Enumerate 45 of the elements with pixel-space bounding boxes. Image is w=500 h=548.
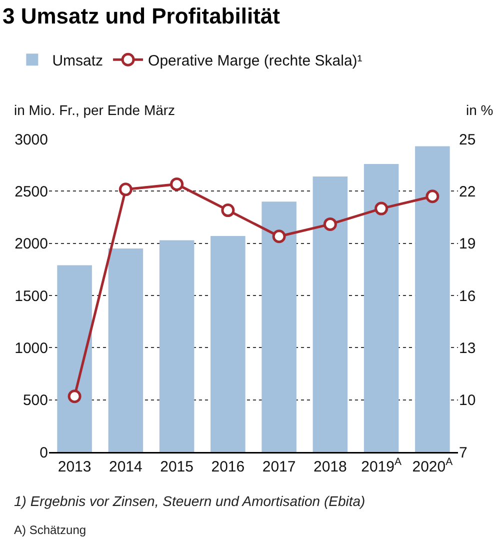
y-axis-title: in Mio. Fr., per Ende März bbox=[14, 102, 176, 118]
point bbox=[170, 177, 184, 191]
y-tick-label: 1500 bbox=[14, 288, 48, 305]
x-tick-label: 2020$^{A}$ bbox=[412, 456, 453, 476]
x-tick-label: 2018 bbox=[314, 458, 347, 476]
y-tick-label: 2500 bbox=[14, 183, 48, 200]
x-tick-label: 2017 bbox=[262, 458, 296, 476]
text: A) Schätzung bbox=[14, 523, 86, 537]
point bbox=[426, 190, 440, 204]
x-tick-label: 2019$^{A}$ bbox=[361, 456, 402, 476]
text: 1) Ergebnis vor Zinsen, Steuern und Amortisation (Ebita) bbox=[14, 493, 366, 509]
y2-tick-label: 10 bbox=[459, 392, 476, 410]
bar bbox=[364, 164, 399, 452]
y2-tick-label: 7 bbox=[459, 444, 468, 462]
bar bbox=[108, 248, 144, 452]
bar bbox=[262, 202, 296, 452]
x-tick-label: 2016 bbox=[211, 458, 245, 476]
bar bbox=[57, 265, 92, 452]
point bbox=[118, 182, 132, 196]
bar bbox=[415, 146, 450, 452]
legend-label: Operative Marge (rechte Skala)¹ bbox=[148, 52, 362, 70]
point bbox=[323, 217, 337, 231]
bar bbox=[210, 236, 246, 452]
y-tick-label: 1000 bbox=[14, 340, 48, 357]
y-tick-label: 0 bbox=[40, 444, 48, 462]
y2-axis-title: in % bbox=[466, 102, 494, 118]
point bbox=[221, 204, 235, 218]
legend-label: Umsatz bbox=[52, 52, 104, 70]
x-tick-label: 2013 bbox=[58, 458, 92, 476]
chart-title: 3 Umsatz und Profitabilität bbox=[2, 4, 281, 29]
y2-tick-label: 25 bbox=[459, 131, 476, 148]
y-tick-label: 3000 bbox=[14, 131, 48, 148]
y2-tick-label: 16 bbox=[459, 288, 476, 305]
bar bbox=[159, 240, 194, 452]
point bbox=[68, 390, 82, 404]
bar bbox=[312, 176, 348, 452]
y2-tick-label: 19 bbox=[459, 236, 476, 253]
y2-tick-label: 13 bbox=[459, 340, 476, 357]
y2-tick-label: 22 bbox=[459, 183, 476, 200]
x-tick-label: 2015 bbox=[160, 458, 194, 476]
y-tick-label: 500 bbox=[22, 392, 48, 410]
x-tick-label: 2014 bbox=[109, 458, 142, 476]
y-tick-label: 2000 bbox=[14, 236, 48, 253]
point bbox=[374, 202, 388, 216]
point bbox=[272, 230, 286, 244]
